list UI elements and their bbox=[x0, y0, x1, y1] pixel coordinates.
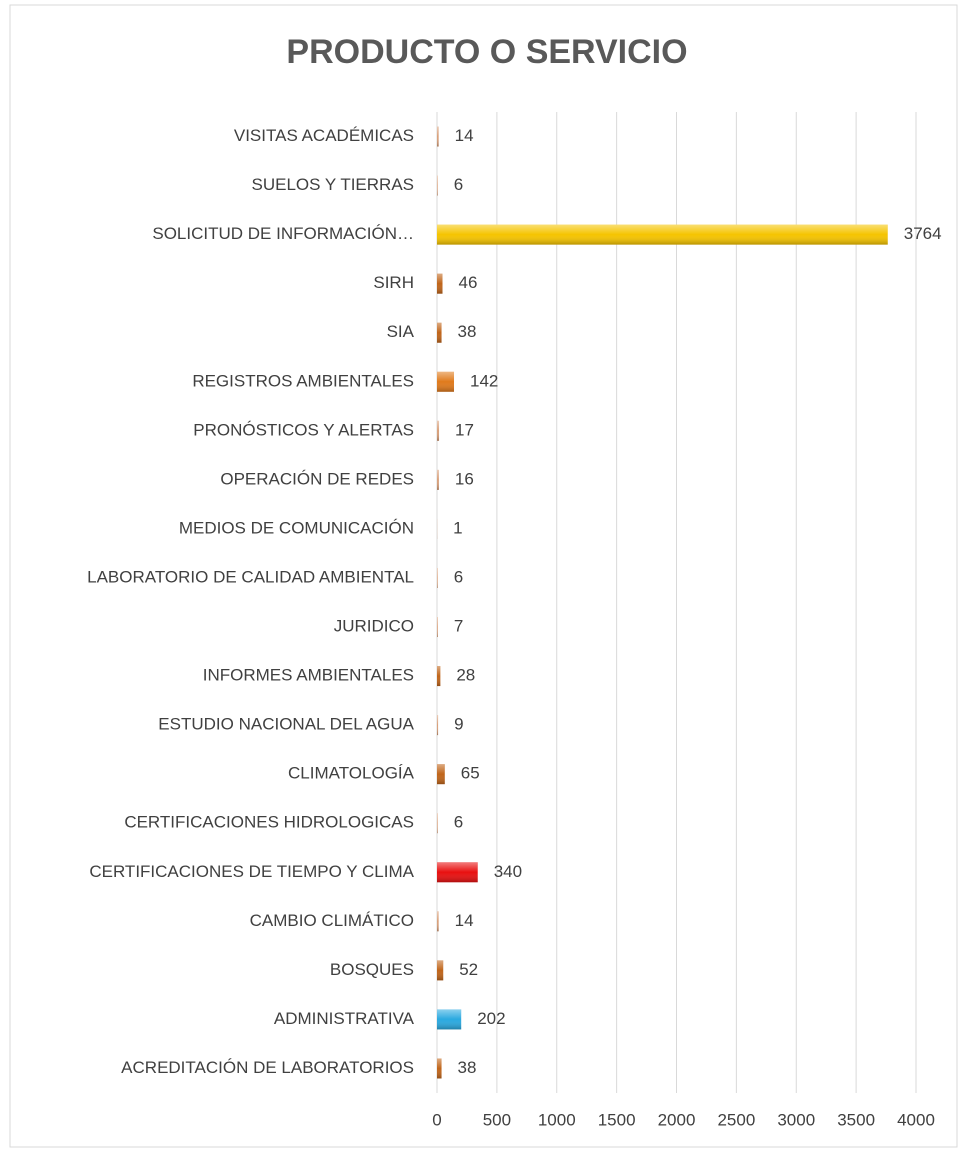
y-tick-label: OPERACIÓN DE REDES bbox=[220, 469, 414, 488]
bar-shade bbox=[437, 274, 443, 294]
bar-shade bbox=[437, 1058, 442, 1078]
value-label: 6 bbox=[454, 567, 463, 586]
value-label: 38 bbox=[458, 322, 477, 341]
y-tick-label: INFORMES AMBIENTALES bbox=[203, 666, 414, 685]
y-tick-label: CAMBIO CLIMÁTICO bbox=[250, 911, 414, 930]
bar-shade bbox=[437, 715, 438, 735]
bar-shade bbox=[437, 372, 454, 392]
value-label: 46 bbox=[459, 273, 478, 292]
value-label: 6 bbox=[454, 175, 463, 194]
y-tick-label: REGISTROS AMBIENTALES bbox=[192, 371, 414, 390]
bar-shade bbox=[437, 1009, 461, 1029]
y-tick-label: LABORATORIO DE CALIDAD AMBIENTAL bbox=[87, 567, 414, 586]
value-label: 16 bbox=[455, 469, 474, 488]
value-label: 14 bbox=[455, 911, 474, 930]
bar-shade bbox=[437, 421, 439, 441]
bar-shade bbox=[437, 666, 440, 686]
y-tick-label: JURIDICO bbox=[334, 617, 414, 636]
y-tick-label: SUELOS Y TIERRAS bbox=[251, 175, 414, 194]
y-tick-label: ACREDITACIÓN DE LABORATORIOS bbox=[121, 1058, 414, 1077]
y-tick-label: CERTIFICACIONES HIDROLOGICAS bbox=[124, 813, 414, 832]
y-tick-label: ADMINISTRATIVA bbox=[274, 1009, 415, 1028]
bar-shade bbox=[437, 911, 439, 931]
bar-shade bbox=[437, 225, 888, 245]
value-label: 17 bbox=[455, 420, 474, 439]
value-label: 3764 bbox=[904, 224, 942, 243]
value-label: 38 bbox=[458, 1058, 477, 1077]
bar-shade bbox=[437, 470, 439, 490]
bar-shade bbox=[437, 323, 442, 343]
y-tick-label: PRONÓSTICOS Y ALERTAS bbox=[193, 420, 414, 439]
y-tick-label: MEDIOS DE COMUNICACIÓN bbox=[179, 518, 414, 537]
bar-shade bbox=[437, 127, 439, 147]
y-tick-label: SIRH bbox=[373, 273, 414, 292]
value-label: 52 bbox=[459, 960, 478, 979]
y-tick-label: CLIMATOLOGÍA bbox=[288, 764, 415, 783]
value-label: 1 bbox=[453, 518, 462, 537]
value-label: 9 bbox=[454, 715, 463, 734]
x-tick-label: 500 bbox=[483, 1110, 511, 1129]
bar-shade bbox=[437, 813, 438, 833]
bar-shade bbox=[437, 617, 438, 637]
y-tick-label: SOLICITUD DE INFORMACIÓN… bbox=[152, 224, 414, 243]
bar-shade bbox=[437, 764, 445, 784]
y-tick-label: CERTIFICACIONES DE TIEMPO Y CLIMA bbox=[89, 862, 414, 881]
value-label: 340 bbox=[494, 862, 522, 881]
bar-shade bbox=[437, 960, 443, 980]
value-label: 7 bbox=[454, 617, 463, 636]
bar-shade bbox=[437, 176, 438, 196]
x-tick-label: 1000 bbox=[538, 1110, 576, 1129]
value-label: 202 bbox=[477, 1009, 505, 1028]
y-tick-label: VISITAS ACADÉMICAS bbox=[234, 126, 414, 145]
x-tick-label: 2500 bbox=[717, 1110, 755, 1129]
bar-shade bbox=[437, 568, 438, 588]
x-tick-label: 3000 bbox=[777, 1110, 815, 1129]
value-label: 28 bbox=[456, 666, 475, 685]
x-tick-label: 0 bbox=[432, 1110, 441, 1129]
value-label: 14 bbox=[455, 126, 474, 145]
value-label: 142 bbox=[470, 371, 498, 390]
x-tick-label: 2000 bbox=[658, 1110, 696, 1129]
y-tick-label: ESTUDIO NACIONAL DEL AGUA bbox=[158, 715, 414, 734]
x-tick-label: 3500 bbox=[837, 1110, 875, 1129]
chart-title: PRODUCTO O SERVICIO bbox=[286, 33, 687, 71]
value-label: 65 bbox=[461, 764, 480, 783]
value-label: 6 bbox=[454, 813, 463, 832]
x-tick-label: 4000 bbox=[897, 1110, 935, 1129]
y-tick-label: SIA bbox=[387, 322, 415, 341]
bar-shade bbox=[437, 862, 478, 882]
y-tick-label: BOSQUES bbox=[330, 960, 414, 979]
x-tick-label: 1500 bbox=[598, 1110, 636, 1129]
